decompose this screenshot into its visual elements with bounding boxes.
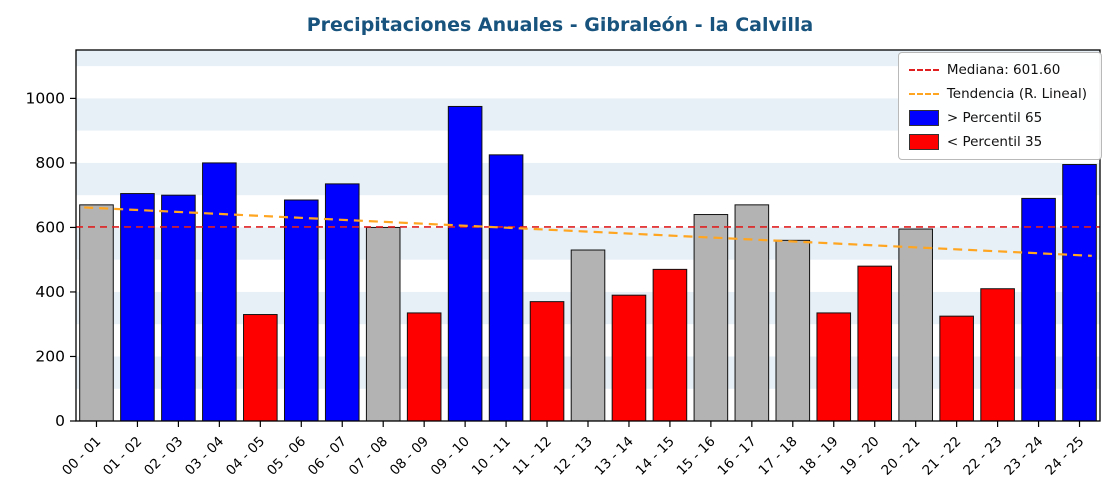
bar-22-23 <box>980 288 1015 422</box>
legend-trend-label: Tendencia (R. Lineal) <box>946 86 1087 102</box>
x-tick-label: 09 - 10 <box>428 434 473 479</box>
x-tick-label: 13 - 14 <box>592 434 637 479</box>
legend-p35-label: < Percentil 35 <box>946 134 1043 150</box>
x-tick-label: 04 - 05 <box>223 434 268 479</box>
legend-item-trend: Tendencia (R. Lineal) <box>908 86 1087 102</box>
x-tick-label: 14 - 15 <box>633 434 678 479</box>
y-tick-label: 200 <box>35 347 65 365</box>
x-tick-label: 07 - 08 <box>346 434 391 479</box>
legend-p65-label: > Percentil 65 <box>946 110 1043 126</box>
x-tick-label: 11 - 12 <box>510 434 555 479</box>
p65-swatch <box>908 110 939 126</box>
bar-06-07 <box>324 183 360 422</box>
y-tick-label: 0 <box>55 412 65 430</box>
x-tick-label: 19 - 20 <box>837 434 882 479</box>
bar-09-10 <box>447 105 483 422</box>
x-tick-label: 21 - 22 <box>919 434 964 479</box>
bar-23-24 <box>1021 197 1056 422</box>
x-tick-label: 05 - 06 <box>264 434 309 479</box>
x-tick-label: 03 - 04 <box>182 434 227 479</box>
bar-02-03 <box>161 194 196 422</box>
bar-17-18 <box>775 239 811 422</box>
bar-14-15 <box>652 268 688 422</box>
bar-08-09 <box>406 312 442 422</box>
bar-24-25 <box>1062 164 1097 422</box>
trend-line-sample <box>908 93 939 95</box>
grid-band <box>76 50 1100 67</box>
x-tick-label: 18 - 19 <box>796 434 841 479</box>
bar-03-04 <box>202 162 237 422</box>
x-tick-label: 10 - 11 <box>469 434 514 479</box>
x-tick-label: 06 - 07 <box>305 434 350 479</box>
p35-swatch <box>908 134 939 150</box>
bar-16-17 <box>734 204 770 422</box>
bar-04-05 <box>243 314 278 422</box>
y-tick-label: 800 <box>35 154 65 172</box>
x-tick-label: 15 - 16 <box>674 434 719 479</box>
bar-19-20 <box>857 265 893 422</box>
y-tick-label: 1000 <box>26 89 65 107</box>
trend-line <box>84 206 1092 257</box>
x-tick-label: 12 - 13 <box>551 434 596 479</box>
x-tick-label: 24 - 25 <box>1042 434 1087 479</box>
bar-05-06 <box>283 199 319 422</box>
legend-item-p65: > Percentil 65 <box>908 110 1087 126</box>
x-tick-label: 20 - 21 <box>878 434 923 479</box>
legend-box: Mediana: 601.60 Tendencia (R. Lineal) > … <box>897 52 1102 160</box>
x-tick-label: 22 - 23 <box>960 434 1005 479</box>
grid-band <box>76 162 1100 196</box>
bar-21-22 <box>939 315 974 422</box>
bar-18-19 <box>816 312 852 422</box>
x-tick-label: 00 - 01 <box>59 434 104 479</box>
median-line-sample <box>908 69 939 71</box>
x-tick-label: 02 - 03 <box>141 434 186 479</box>
legend-item-median: Mediana: 601.60 <box>908 62 1087 78</box>
bar-00-01 <box>79 204 114 422</box>
bar-13-14 <box>611 294 647 422</box>
bar-01-02 <box>120 193 155 422</box>
bar-12-13 <box>570 249 606 422</box>
x-tick-label: 23 - 24 <box>1001 434 1046 479</box>
x-tick-label: 01 - 02 <box>100 434 145 479</box>
legend-median-label: Mediana: 601.60 <box>946 62 1061 78</box>
bar-10-11 <box>488 154 524 422</box>
x-tick-label: 16 - 17 <box>715 434 760 479</box>
legend-item-p35: < Percentil 35 <box>908 134 1087 150</box>
y-tick-label: 400 <box>35 283 65 301</box>
y-tick-label: 600 <box>35 218 65 236</box>
bar-15-16 <box>693 214 729 422</box>
bar-11-12 <box>529 301 565 422</box>
x-tick-label: 17 - 18 <box>756 434 801 479</box>
bar-20-21 <box>898 228 933 422</box>
x-tick-label: 08 - 09 <box>387 434 432 479</box>
bar-07-08 <box>365 226 401 422</box>
chart-title: Precipitaciones Anuales - Gibraleón - la… <box>306 14 814 36</box>
